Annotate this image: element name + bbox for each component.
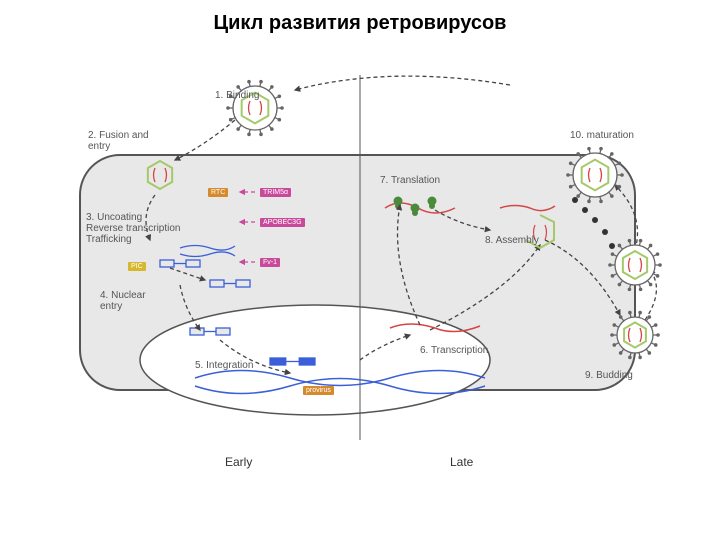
step-label-s7: 7. Translation xyxy=(380,175,440,186)
diagram-svg xyxy=(40,60,680,500)
tag-provirus: provirus xyxy=(303,386,334,395)
step-label-s2: 2. Fusion andentry xyxy=(88,130,149,152)
step-label-s8: 8. Assembly xyxy=(485,235,539,246)
page-title: Цикл развития ретровирусов xyxy=(0,12,720,35)
step-label-s3: 3. UncoatingReverse transcriptionTraffic… xyxy=(86,212,180,245)
tag-trim: TRIM5α xyxy=(260,188,291,197)
step-label-s4: 4. Nuclearentry xyxy=(100,290,146,312)
tag-pic: PIC xyxy=(128,262,146,271)
step-label-s1: 1. Binding xyxy=(215,90,259,101)
tag-apobec: APOBEC3G xyxy=(260,218,305,227)
retrovirus-cycle-diagram: 1. Binding 2. Fusion andentry 3. Uncoating… xyxy=(40,60,680,500)
tag-fv1: Fv-1 xyxy=(260,258,280,267)
tag-rtc: RTC xyxy=(208,188,228,197)
step-label-s10: 10. maturation xyxy=(570,130,634,141)
virion-v1 xyxy=(226,80,284,136)
phase-label-early: Early xyxy=(225,455,252,469)
step-label-s5: 5. Integration xyxy=(195,360,253,371)
step-label-s6: 6. Transcription xyxy=(420,345,488,356)
step-label-s9: 9. Budding xyxy=(585,370,633,381)
phase-label-late: Late xyxy=(450,455,473,469)
